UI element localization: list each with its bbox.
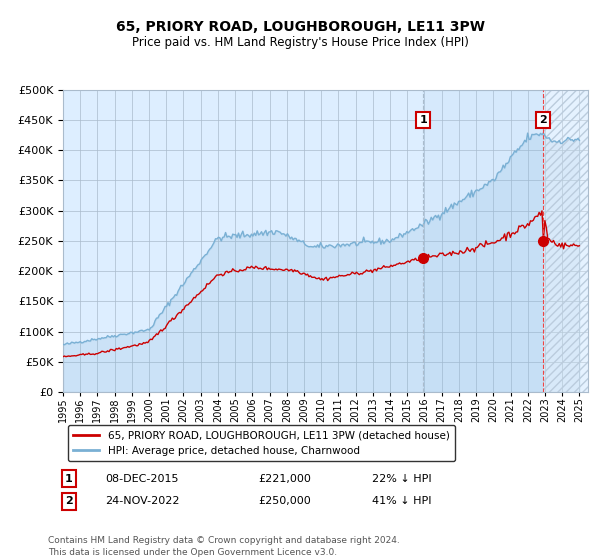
Text: 2: 2 bbox=[539, 115, 547, 125]
Text: 41% ↓ HPI: 41% ↓ HPI bbox=[372, 496, 431, 506]
Text: Price paid vs. HM Land Registry's House Price Index (HPI): Price paid vs. HM Land Registry's House … bbox=[131, 36, 469, 49]
Text: 24-NOV-2022: 24-NOV-2022 bbox=[105, 496, 179, 506]
Legend: 65, PRIORY ROAD, LOUGHBOROUGH, LE11 3PW (detached house), HPI: Average price, de: 65, PRIORY ROAD, LOUGHBOROUGH, LE11 3PW … bbox=[68, 425, 455, 461]
Text: 1: 1 bbox=[65, 474, 73, 484]
Text: 22% ↓ HPI: 22% ↓ HPI bbox=[372, 474, 431, 484]
Text: 1: 1 bbox=[419, 115, 427, 125]
Text: £250,000: £250,000 bbox=[258, 496, 311, 506]
Bar bbox=[423, 90, 543, 392]
Text: 08-DEC-2015: 08-DEC-2015 bbox=[105, 474, 179, 484]
Text: Contains HM Land Registry data © Crown copyright and database right 2024.
This d: Contains HM Land Registry data © Crown c… bbox=[48, 536, 400, 557]
Text: 65, PRIORY ROAD, LOUGHBOROUGH, LE11 3PW: 65, PRIORY ROAD, LOUGHBOROUGH, LE11 3PW bbox=[115, 20, 485, 34]
Bar bbox=[543, 90, 588, 392]
Bar bbox=[543, 90, 588, 392]
Text: £221,000: £221,000 bbox=[258, 474, 311, 484]
Text: 2: 2 bbox=[65, 496, 73, 506]
